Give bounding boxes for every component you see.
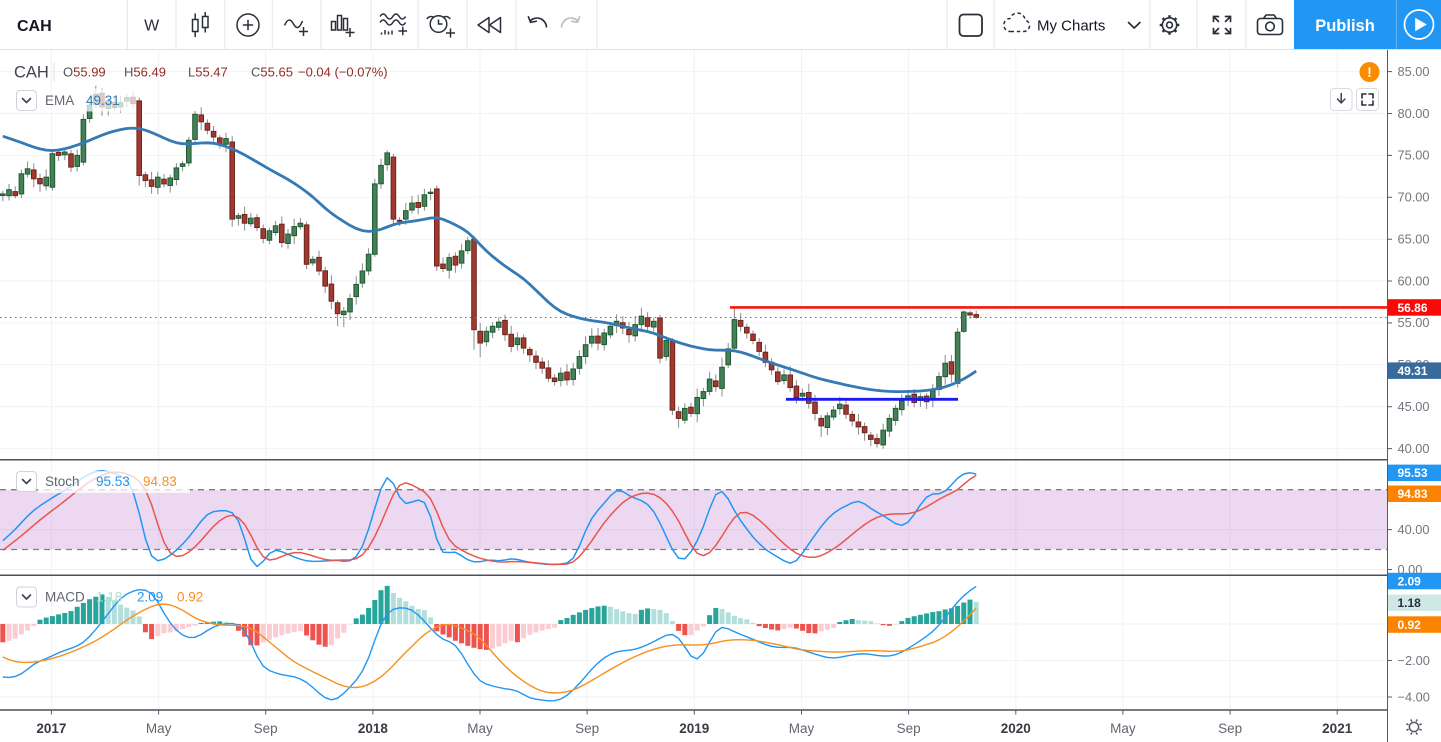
svg-text:2017: 2017 bbox=[36, 721, 66, 736]
svg-text:Sep: Sep bbox=[575, 721, 599, 736]
svg-text:1.18: 1.18 bbox=[1398, 596, 1422, 610]
svg-text:2021: 2021 bbox=[1322, 721, 1353, 736]
svg-text:56.86: 56.86 bbox=[1398, 301, 1428, 315]
svg-text:2020: 2020 bbox=[1001, 721, 1031, 736]
svg-text:May: May bbox=[467, 721, 493, 736]
svg-text:Sep: Sep bbox=[254, 721, 278, 736]
svg-text:Publish: Publish bbox=[1315, 17, 1375, 35]
svg-text:40.00: 40.00 bbox=[1398, 441, 1430, 456]
svg-text:75.00: 75.00 bbox=[1398, 148, 1430, 163]
svg-text:70.00: 70.00 bbox=[1398, 190, 1430, 205]
svg-text:EMA: EMA bbox=[45, 93, 74, 108]
svg-text:95.53: 95.53 bbox=[96, 474, 130, 489]
svg-text:May: May bbox=[1110, 721, 1136, 736]
svg-text:1.18: 1.18 bbox=[96, 590, 122, 605]
svg-text:2.09: 2.09 bbox=[137, 590, 163, 605]
svg-text:85.00: 85.00 bbox=[1398, 64, 1430, 79]
svg-text:0.92: 0.92 bbox=[1398, 618, 1422, 632]
svg-text:MACD: MACD bbox=[45, 590, 85, 605]
svg-text:49.31: 49.31 bbox=[86, 93, 120, 108]
svg-text:2019: 2019 bbox=[679, 721, 709, 736]
svg-text:CAH: CAH bbox=[14, 64, 49, 82]
svg-text:−2.00: −2.00 bbox=[1398, 653, 1430, 668]
svg-text:2018: 2018 bbox=[358, 721, 389, 736]
svg-text:My Charts: My Charts bbox=[1037, 18, 1105, 35]
svg-text:45.00: 45.00 bbox=[1398, 399, 1430, 414]
svg-text:95.53: 95.53 bbox=[1398, 466, 1428, 480]
svg-text:40.00: 40.00 bbox=[1398, 522, 1430, 537]
svg-text:CAH: CAH bbox=[17, 18, 52, 35]
svg-text:80.00: 80.00 bbox=[1398, 106, 1430, 121]
svg-text:55.00: 55.00 bbox=[1398, 315, 1430, 330]
svg-text:−4.00: −4.00 bbox=[1398, 689, 1430, 704]
svg-text:May: May bbox=[789, 721, 815, 736]
svg-text:94.83: 94.83 bbox=[1398, 487, 1428, 501]
svg-text:May: May bbox=[146, 721, 172, 736]
svg-text:Sep: Sep bbox=[1218, 721, 1242, 736]
svg-text:Sep: Sep bbox=[897, 721, 921, 736]
svg-text:94.83: 94.83 bbox=[143, 474, 177, 489]
svg-text:!: ! bbox=[1367, 64, 1372, 80]
svg-text:W: W bbox=[144, 18, 160, 35]
svg-text:Stoch: Stoch bbox=[45, 474, 80, 489]
svg-text:49.31: 49.31 bbox=[1398, 364, 1428, 378]
svg-text:60.00: 60.00 bbox=[1398, 273, 1430, 288]
svg-text:2.09: 2.09 bbox=[1398, 574, 1422, 588]
svg-text:0.92: 0.92 bbox=[177, 590, 203, 605]
svg-text:65.00: 65.00 bbox=[1398, 232, 1430, 247]
